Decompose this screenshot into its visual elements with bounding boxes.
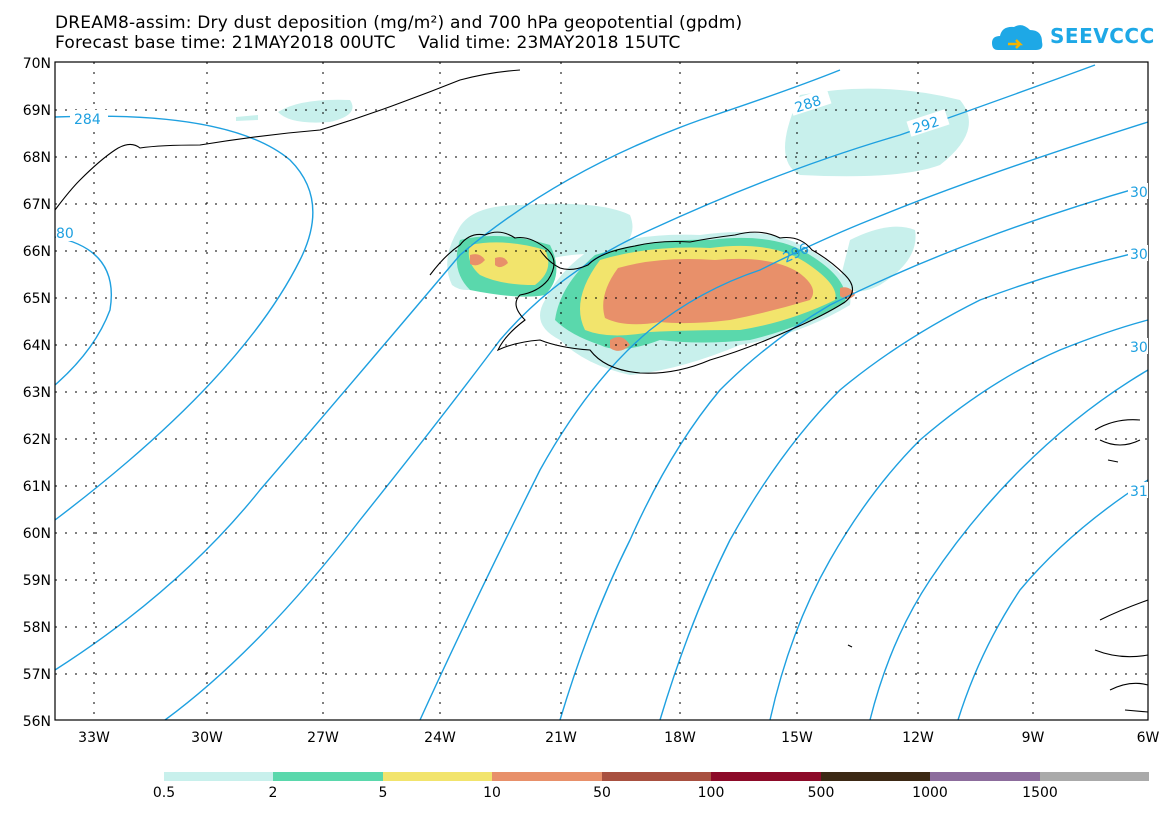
legend-label: 50 bbox=[593, 785, 611, 801]
legend-swatch bbox=[492, 772, 602, 781]
lon-label: 30W bbox=[191, 730, 223, 746]
legend-label: 0.5 bbox=[152, 785, 176, 801]
lon-label: 33W bbox=[78, 730, 110, 746]
logo-text: SEEVCCC bbox=[1050, 24, 1155, 48]
lon-label: 18W bbox=[664, 730, 696, 746]
legend-label: 10 bbox=[483, 785, 501, 801]
cloud-logo-icon bbox=[992, 25, 1043, 50]
lat-label: 62N bbox=[23, 432, 51, 448]
latitude-labels: 70N 69N 68N 67N 66N 65N 64N 63N 62N 61N … bbox=[23, 56, 51, 730]
geopotential-contours bbox=[54, 64, 1149, 721]
legend-label: 2 bbox=[268, 785, 278, 801]
lon-label: 21W bbox=[545, 730, 577, 746]
contour-label: 30 bbox=[1130, 247, 1148, 263]
lat-label: 56N bbox=[23, 714, 51, 730]
contour-label: 30 bbox=[1130, 185, 1148, 201]
lat-label: 67N bbox=[23, 197, 51, 213]
lon-label: 6W bbox=[1137, 730, 1160, 746]
lat-label: 66N bbox=[23, 244, 51, 260]
lon-label: 24W bbox=[424, 730, 456, 746]
legend-swatch bbox=[930, 772, 1040, 781]
lat-label: 70N bbox=[23, 56, 51, 72]
legend-swatch bbox=[164, 772, 273, 781]
legend-swatch bbox=[273, 772, 383, 781]
lon-label: 15W bbox=[781, 730, 813, 746]
legend-swatch bbox=[711, 772, 821, 781]
grid-lines bbox=[55, 62, 1148, 720]
legend-swatch bbox=[602, 772, 711, 781]
lat-label: 69N bbox=[23, 103, 51, 119]
lon-label: 27W bbox=[307, 730, 339, 746]
map-subtitle: Forecast base time: 21MAY2018 00UTC Vali… bbox=[55, 33, 681, 53]
lon-label: 9W bbox=[1022, 730, 1045, 746]
contour-label: 30 bbox=[1130, 340, 1148, 356]
map-frame bbox=[54, 61, 1149, 721]
legend-label: 1500 bbox=[1022, 785, 1058, 801]
contour-label: 288 bbox=[793, 93, 823, 116]
lat-label: 60N bbox=[23, 526, 51, 542]
lat-label: 64N bbox=[23, 338, 51, 354]
map-title: DREAM8-assim: Dry dust deposition (mg/m²… bbox=[55, 13, 743, 33]
lon-label: 12W bbox=[902, 730, 934, 746]
lat-label: 68N bbox=[23, 150, 51, 166]
legend-label: 100 bbox=[697, 785, 725, 801]
lat-label: 63N bbox=[23, 385, 51, 401]
lat-label: 61N bbox=[23, 479, 51, 495]
legend-label: 5 bbox=[378, 785, 388, 801]
contour-label: 80 bbox=[56, 226, 74, 242]
coastlines bbox=[54, 69, 1149, 713]
lat-label: 57N bbox=[23, 667, 51, 683]
contour-label: 31 bbox=[1130, 484, 1148, 500]
legend-label: 1000 bbox=[912, 785, 948, 801]
lat-label: 59N bbox=[23, 573, 51, 589]
contour-label: 292 bbox=[911, 114, 941, 137]
legend-swatch bbox=[1040, 772, 1149, 781]
contour-label: 284 bbox=[74, 112, 101, 128]
lat-label: 65N bbox=[23, 291, 51, 307]
dust-shading bbox=[236, 88, 969, 375]
lat-label: 58N bbox=[23, 620, 51, 636]
longitude-labels: 33W 30W 27W 24W 21W 18W 15W 12W 9W 6W bbox=[78, 730, 1159, 746]
legend-swatch bbox=[821, 772, 930, 781]
legend-swatch bbox=[383, 772, 492, 781]
legend-label: 500 bbox=[807, 785, 835, 801]
